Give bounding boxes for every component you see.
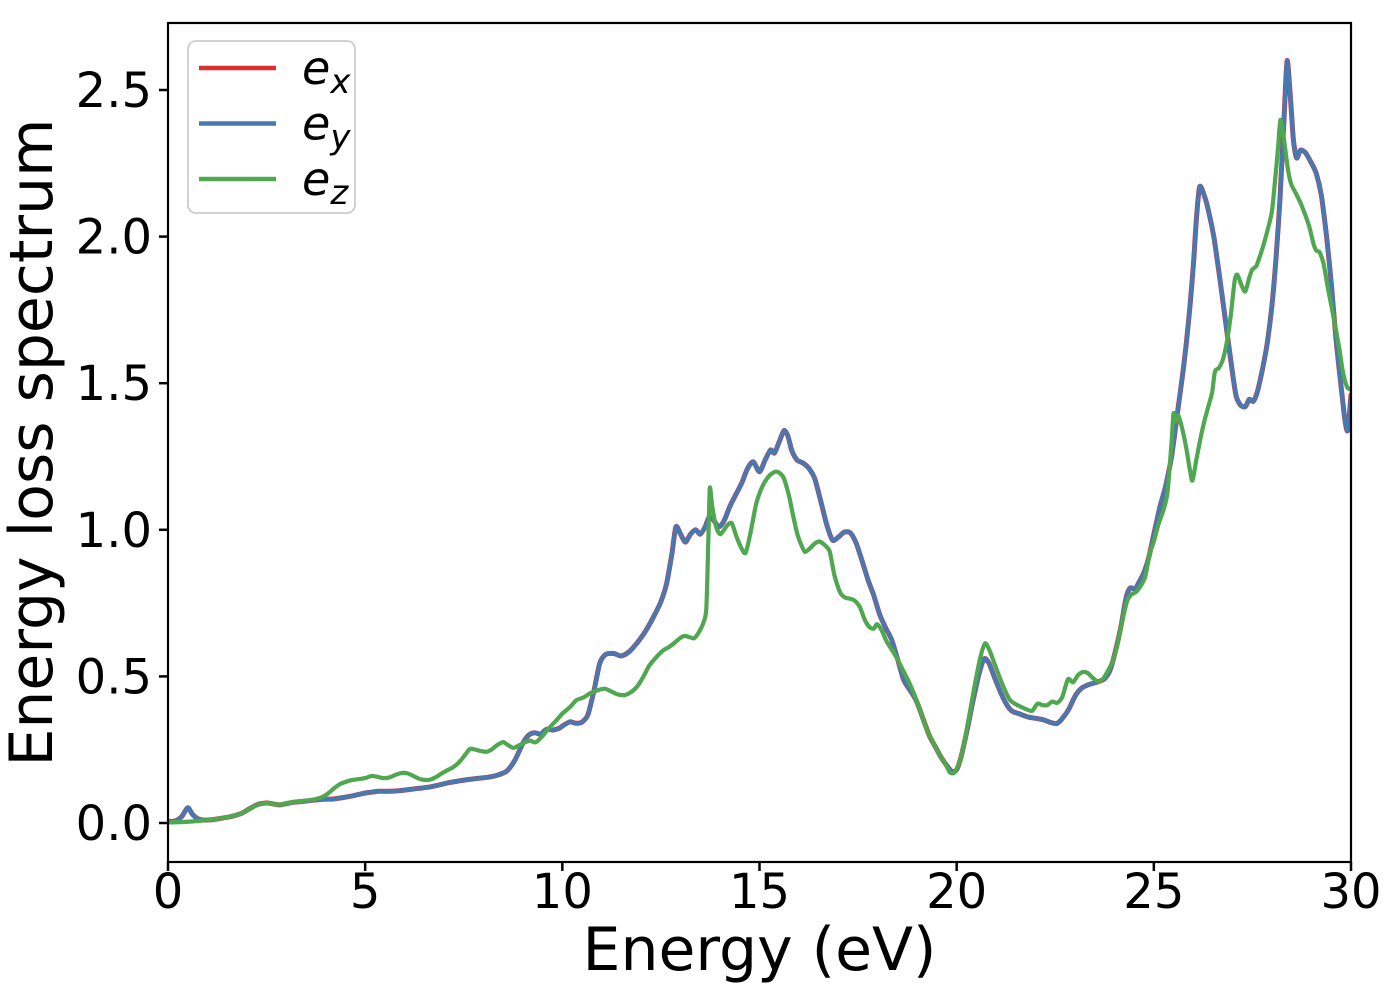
x-tick-label: 25 (1123, 864, 1184, 920)
legend-label-e_x: ex (302, 41, 351, 102)
legend-box (187, 40, 356, 214)
y-tick-label: 2.5 (76, 63, 152, 119)
axes-layer: 0 5 10 15 20 25 30 0.0 0.5 1.0 1.5 2.0 2.5 (76, 21, 1382, 920)
series-line-e_y (168, 58, 1351, 824)
y-tick-label: 0.0 (76, 796, 152, 852)
x-tick-label: 20 (926, 864, 987, 920)
legend-label-e_y: ey (302, 97, 351, 158)
series-layer (168, 58, 1351, 825)
y-axis-label: Energy loss spectrum (0, 118, 67, 766)
legend-label-e_z: ez (302, 152, 349, 213)
y-tick-label: 2.0 (76, 210, 152, 266)
x-axis-label: Energy (eV) (583, 915, 937, 985)
series-line-e_z (168, 117, 1351, 825)
y-tick-label: 0.5 (76, 649, 152, 705)
x-tick-label: 15 (729, 864, 790, 920)
x-tick-label: 5 (350, 864, 381, 920)
x-tick-label: 30 (1320, 864, 1381, 920)
x-tick-label: 0 (153, 864, 184, 920)
y-tick-label: 1.0 (76, 503, 152, 559)
y-tick-label: 1.5 (76, 356, 152, 412)
x-tick-label: 10 (532, 864, 593, 920)
